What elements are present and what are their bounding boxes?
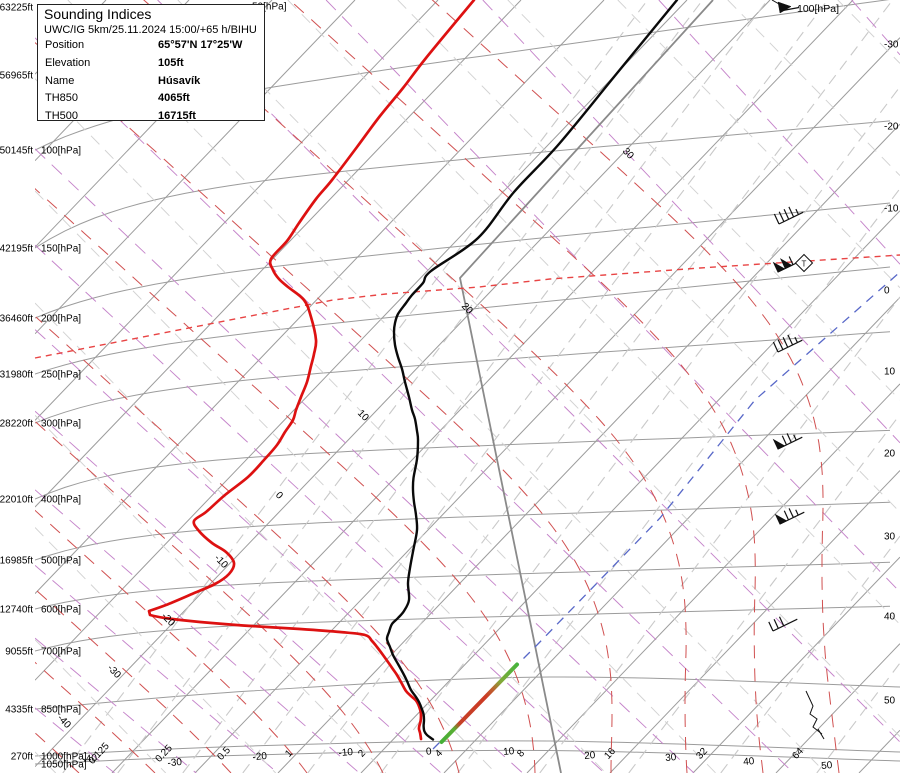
svg-text:-10: -10 [884,204,899,215]
svg-text:9055ft: 9055ft [5,647,33,658]
svg-text:250[hPa]: 250[hPa] [41,370,81,381]
svg-text:12740ft: 12740ft [0,605,33,616]
svg-text:36460ft: 36460ft [0,314,33,325]
svg-text:600[hPa]: 600[hPa] [41,605,81,616]
svg-text:31980ft: 31980ft [0,370,33,381]
svg-text:-30: -30 [884,40,899,51]
svg-text:1: 1 [283,748,295,760]
svg-text:50[hPa]: 50[hPa] [252,2,287,13]
svg-text:30: 30 [884,532,896,543]
svg-text:0: 0 [426,746,433,757]
svg-text:300[hPa]: 300[hPa] [41,419,81,430]
svg-text:40: 40 [884,612,896,623]
svg-text:4: 4 [433,748,445,760]
svg-text:30: 30 [665,752,677,764]
svg-text:10: 10 [884,367,896,378]
svg-text:150[hPa]: 150[hPa] [41,244,81,255]
svg-text:400[hPa]: 400[hPa] [41,495,81,506]
svg-text:0: 0 [884,286,890,297]
svg-text:42195ft: 42195ft [0,244,33,255]
svg-text:1000[hPa]: 1000[hPa] [41,752,87,763]
svg-text:-30: -30 [167,757,183,769]
svg-text:40: 40 [743,756,755,768]
svg-text:28220ft: 28220ft [0,419,33,430]
svg-text:200[hPa]: 200[hPa] [41,314,81,325]
svg-text:-40: -40 [82,753,98,765]
svg-text:-20: -20 [884,122,899,133]
svg-text:8: 8 [515,748,527,760]
svg-text:500[hPa]: 500[hPa] [41,556,81,567]
svg-text:-20: -20 [252,751,268,763]
svg-text:63225ft: 63225ft [0,3,33,14]
svg-text:50: 50 [821,760,833,772]
svg-text:T: T [802,260,807,269]
svg-text:56965ft: 56965ft [0,71,33,82]
svg-text:850[hPa]: 850[hPa] [41,705,81,716]
svg-text:100[hPa]: 100[hPa] [41,146,81,157]
svg-text:22010ft: 22010ft [0,495,33,506]
svg-text:20: 20 [584,750,596,762]
svg-text:16985ft: 16985ft [0,556,33,567]
svg-text:2: 2 [356,748,368,760]
svg-text:270ft: 270ft [11,752,33,763]
svg-text:100[hPa]: 100[hPa] [797,3,839,15]
svg-text:0: 0 [273,490,285,502]
svg-text:10: 10 [503,746,515,758]
svg-text:4335ft: 4335ft [5,705,33,716]
svg-text:50145ft: 50145ft [0,146,33,157]
svg-text:1050[hPa]: 1050[hPa] [41,760,87,771]
svg-text:50: 50 [884,696,896,707]
svg-text:20: 20 [884,449,896,460]
svg-text:700[hPa]: 700[hPa] [41,647,81,658]
svg-text:-10: -10 [338,747,354,759]
